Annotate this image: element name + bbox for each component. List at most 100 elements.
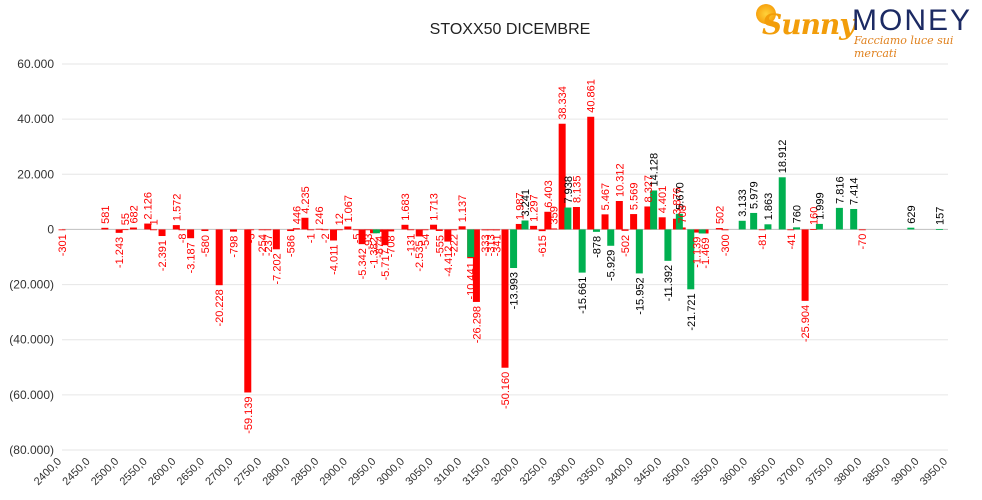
bar	[487, 229, 495, 231]
bar	[698, 229, 706, 234]
data-label: -1.139	[691, 237, 703, 268]
sunny-money-logo: Sunny MONEY Facciamo luce sui mercati	[756, 4, 980, 60]
data-label: -21.721	[686, 293, 698, 330]
data-label: -3.187	[186, 242, 198, 273]
data-label: -70	[857, 234, 869, 250]
bar	[387, 229, 395, 232]
bar	[364, 229, 372, 231]
data-label: 1	[148, 219, 160, 225]
bar	[521, 220, 529, 230]
x-tick-label: 3550,0	[689, 456, 721, 488]
bar	[692, 229, 700, 233]
x-tick-label: 3350,0	[575, 456, 607, 488]
bar	[172, 225, 180, 230]
y-tick-label: 20.000	[17, 167, 54, 181]
data-label: 3.876	[671, 187, 683, 215]
bar	[258, 229, 266, 231]
data-label: 682	[128, 205, 140, 223]
bar	[158, 229, 166, 237]
data-label: -8	[177, 233, 189, 243]
data-label: -301	[57, 234, 69, 256]
data-label: -254	[257, 234, 269, 256]
bar	[592, 229, 600, 232]
data-label: 6.403	[543, 180, 555, 208]
bar	[558, 123, 566, 230]
bar	[315, 228, 323, 230]
data-label: -11.392	[663, 265, 675, 302]
chart-title: STOXX50 DICEMBRE	[430, 21, 591, 38]
x-tick-label: 3150,0	[461, 456, 493, 488]
bar	[738, 220, 746, 230]
data-label: -15.661	[577, 277, 589, 314]
bar	[407, 229, 415, 231]
bar	[247, 229, 255, 231]
x-tick-label: 3500,0	[661, 456, 693, 488]
x-tick-label: 3200,0	[489, 456, 521, 488]
bar	[687, 229, 695, 290]
bar	[121, 229, 129, 231]
x-tick-label: 2950,0	[346, 456, 378, 488]
bar	[215, 229, 223, 286]
data-label: 581	[100, 205, 112, 223]
x-tick-label: 3900,0	[889, 456, 921, 488]
x-axis-ticks: 2400,02450,02500,02550,02600,02650,02700…	[32, 456, 950, 488]
bar	[421, 229, 429, 231]
data-label: -874	[374, 236, 386, 258]
bar	[664, 229, 672, 261]
data-label: -580	[200, 235, 212, 257]
bar	[501, 229, 509, 368]
bar	[492, 229, 500, 231]
data-label: -25.904	[800, 305, 812, 342]
bar	[201, 229, 209, 232]
data-label: -41	[786, 234, 798, 250]
bar	[801, 229, 809, 301]
bar	[229, 229, 237, 232]
bar	[335, 229, 343, 231]
bar	[472, 229, 480, 302]
bar	[787, 229, 795, 231]
bar	[715, 228, 723, 230]
bar	[635, 229, 643, 274]
bar	[750, 212, 758, 230]
bar	[544, 211, 552, 230]
data-label: 5.979	[749, 181, 761, 209]
y-tick-label: 60.000	[17, 57, 54, 71]
data-label: -586	[286, 235, 298, 257]
y-tick-label: 40.000	[17, 112, 54, 126]
bar	[129, 227, 137, 230]
bar	[321, 229, 329, 231]
bar	[301, 217, 309, 230]
y-tick-label: (20.000)	[9, 278, 54, 292]
bar	[621, 229, 629, 231]
bar	[564, 207, 572, 230]
data-label: -81	[757, 234, 769, 250]
x-tick-label: 2600,0	[146, 456, 178, 488]
bar	[515, 223, 523, 230]
data-label: 1.297	[529, 194, 541, 222]
data-label: -10.441	[466, 262, 478, 299]
bar	[287, 229, 295, 232]
x-tick-label: 2900,0	[318, 456, 350, 488]
data-label: 5.569	[629, 183, 641, 211]
logo-brand-first: Sunny	[762, 8, 856, 41]
data-label: 157	[934, 207, 946, 225]
data-label: -5.929	[606, 250, 618, 281]
x-tick-label: 3800,0	[832, 456, 864, 488]
data-label: -7.202	[271, 253, 283, 284]
data-label: -3	[246, 233, 258, 243]
x-tick-label: 3450,0	[632, 456, 664, 488]
bar	[810, 228, 818, 230]
bar	[907, 227, 915, 230]
bar	[187, 229, 195, 239]
data-label: 3.133	[737, 189, 749, 217]
bar	[607, 229, 615, 246]
data-label: -237	[263, 234, 275, 256]
bar	[444, 229, 452, 242]
bar	[510, 229, 518, 269]
bar	[435, 229, 443, 231]
data-label: -20.228	[214, 289, 226, 326]
x-tick-label: 2850,0	[289, 456, 321, 488]
data-label: 3.241	[520, 189, 532, 217]
